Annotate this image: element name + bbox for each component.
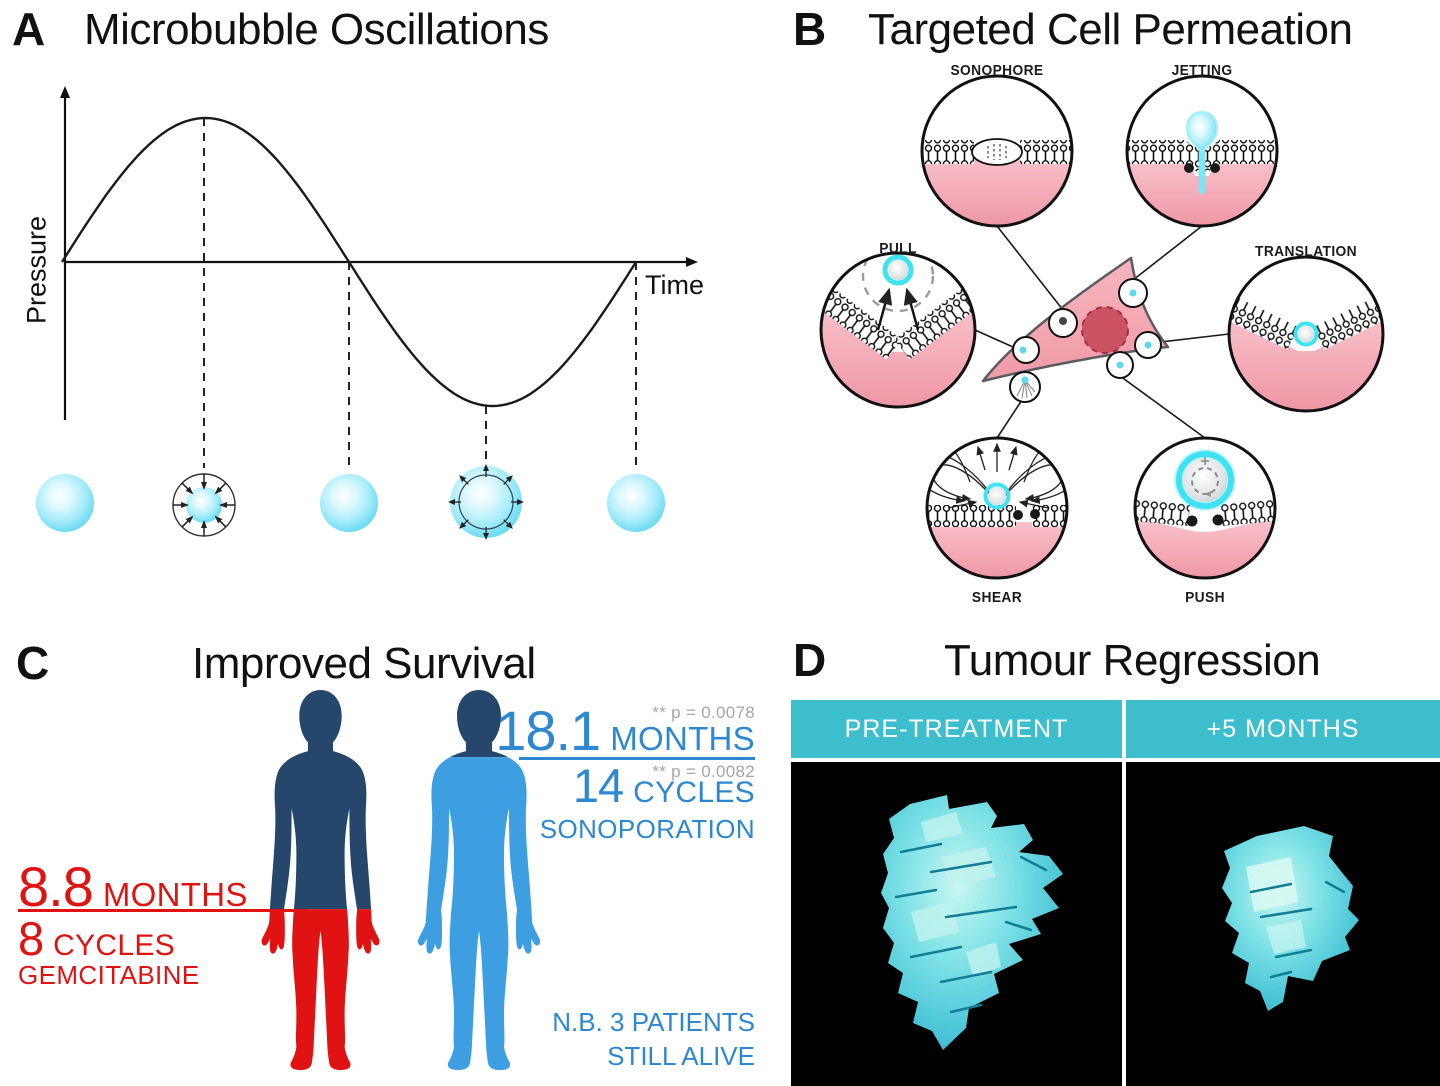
panel-d-title: Tumour Regression bbox=[944, 636, 1321, 685]
label-sonophore: SONOPHORE bbox=[950, 62, 1044, 79]
bubble-rest-2 bbox=[320, 474, 378, 532]
panel-a-title: Microbubble Oscillations bbox=[84, 5, 549, 54]
label-push: PUSH bbox=[1185, 589, 1225, 606]
sonoporation-label: SONOPORATION bbox=[539, 814, 755, 844]
gemcitabine-label: GEMCITABINE bbox=[18, 960, 200, 990]
pull-inset bbox=[819, 251, 977, 409]
patients-note-line2: STILL ALIVE bbox=[607, 1041, 755, 1072]
cell-anchor-contents bbox=[1016, 289, 1152, 399]
gemcitabine-cycles-row: 8 CYCLES bbox=[18, 912, 175, 965]
p-value-cycles: ** p = 0.0082 bbox=[652, 762, 755, 781]
droplines bbox=[203, 118, 637, 468]
tumour-highlights bbox=[1246, 857, 1306, 954]
gemcitabine-months-value: 8.8 bbox=[18, 855, 94, 918]
sonoporation-months-row: 18.1 MONTHS bbox=[430, 699, 755, 762]
nucleus bbox=[1081, 306, 1129, 354]
header-pre-treatment-label: PRE-TREATMENT bbox=[844, 714, 1069, 743]
tumour-body bbox=[881, 795, 1063, 1050]
gemcitabine-cycles-value: 8 bbox=[18, 912, 44, 965]
sonophore-inset bbox=[920, 74, 1074, 228]
bubble-expanded bbox=[447, 463, 525, 541]
label-jetting: JETTING bbox=[1171, 62, 1233, 79]
sonoporation-cycles-value: 14 bbox=[572, 759, 624, 812]
red-underline bbox=[18, 909, 308, 912]
x-axis-arrow bbox=[686, 257, 698, 267]
header-plus5-months-label: +5 MONTHS bbox=[1206, 714, 1360, 743]
bubble-rest-3 bbox=[607, 474, 665, 532]
tumour-creases bbox=[894, 842, 1048, 1014]
jetting-inset bbox=[1125, 74, 1279, 228]
bubble-rest-1 bbox=[36, 474, 94, 532]
scan-pre-treatment bbox=[791, 762, 1122, 1086]
push-inset bbox=[1133, 436, 1277, 580]
patients-note: N.B. 3 PATIENTS STILL ALIVE bbox=[552, 1005, 755, 1074]
bubble-compressed bbox=[172, 473, 236, 537]
tumour-plus5-months bbox=[1222, 826, 1359, 1011]
time-axis-label: Time bbox=[645, 270, 704, 300]
patients-note-line1: N.B. 3 PATIENTS bbox=[552, 1007, 755, 1037]
header-plus5-months: +5 MONTHS bbox=[1126, 700, 1440, 758]
p-value-months: ** p = 0.0078 bbox=[652, 703, 755, 722]
panel-c-title: Improved Survival bbox=[192, 639, 536, 688]
panel-a-letter: A bbox=[12, 3, 46, 55]
cell-anchors bbox=[1009, 278, 1162, 403]
sonoporation-cycles-row: 14 CYCLES bbox=[430, 759, 755, 812]
sonoporation-cycles-unit: CYCLES bbox=[633, 776, 755, 809]
shear-inset bbox=[925, 436, 1069, 580]
gemcitabine-months-unit: MONTHS bbox=[102, 876, 248, 913]
sonoporation-months-value: 18.1 bbox=[495, 699, 601, 762]
blue-underline bbox=[519, 757, 755, 760]
gemcitabine-cycles-unit: CYCLES bbox=[53, 929, 175, 962]
label-translation: TRANSLATION bbox=[1255, 243, 1357, 260]
tumour-pre-treatment bbox=[881, 795, 1063, 1050]
panel-b-title: Targeted Cell Permeation bbox=[868, 5, 1353, 54]
panel-d-letter: D bbox=[793, 634, 827, 686]
pressure-axis-label: Pressure bbox=[21, 215, 52, 325]
translation-inset bbox=[1227, 255, 1385, 413]
sonoporation-months-unit: MONTHS bbox=[610, 720, 755, 757]
panel-b-letter: B bbox=[793, 3, 827, 55]
tumour-creases bbox=[1249, 880, 1346, 979]
y-axis-arrow bbox=[60, 86, 70, 98]
label-pull: PULL bbox=[879, 240, 917, 257]
panel-c-letter: C bbox=[16, 637, 50, 689]
label-shear: SHEAR bbox=[971, 589, 1023, 606]
patient-silhouette-gemcitabine bbox=[253, 688, 388, 1073]
cell-permeation-diagram bbox=[819, 74, 1385, 580]
pressure-time-chart bbox=[36, 86, 698, 541]
tumour-body bbox=[1222, 826, 1359, 1011]
header-pre-treatment: PRE-TREATMENT bbox=[791, 700, 1122, 758]
gemcitabine-months-row: 8.8 MONTHS bbox=[18, 855, 248, 918]
scan-plus5-months bbox=[1126, 762, 1440, 1086]
